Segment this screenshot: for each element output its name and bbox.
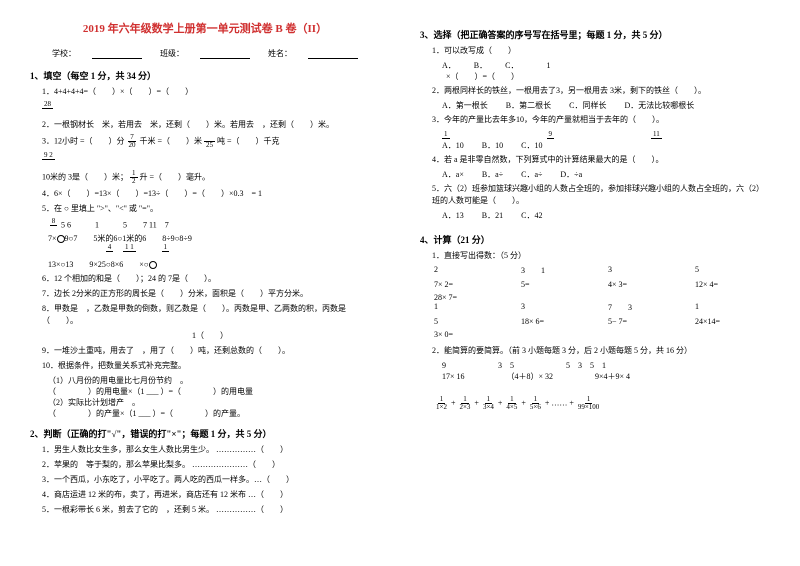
q3-3-opts: A．10B．10C．10 <box>442 140 770 151</box>
q3-1-opts: A．B．C． 1 <box>442 60 770 71</box>
class-blank[interactable] <box>200 49 250 59</box>
g3: 5 <box>695 265 770 276</box>
q1-4a: 10米的 3是（ ）米； <box>42 172 128 181</box>
section-4-heading: 4、计算（21 分） <box>420 233 770 246</box>
q2-2: 2．苹果的 等于梨的，那么苹果比梨多。 …………………（ ） <box>42 459 380 471</box>
q1-11-3: （2）实际比计划增产 。 <box>48 397 380 408</box>
q3-4-opts: A．a×B．a÷C．a÷D．÷a <box>442 169 770 180</box>
frac-1-2: 12 <box>130 170 138 185</box>
q2-5: 5．一根彩带长 6 米，剪去了它的 ，还剩 5 米。 ……………（ ） <box>42 504 380 516</box>
name-label: 姓名： <box>268 48 292 59</box>
q3-5: 5．六（2）班参加篮球兴趣小组的人数占全班的，参加排球兴趣小组的人数占全班的，六… <box>432 183 770 207</box>
g0: 2 <box>434 265 509 276</box>
q3-1: 1．可以改写成（ ） <box>432 45 770 57</box>
big-fraction-sum: 11×2 + 12×3 + 13×4 + 14×5 + 15×6 + …… + … <box>434 396 770 411</box>
q2-3: 3．一个西瓜，小东吃了，小平吃了。两人吃的西瓜一样多。…（ ） <box>42 474 380 486</box>
student-info-line: 学校： 班级： 姓名： <box>30 48 380 59</box>
q1-6-row3: 13×○13 9×25○8×6 ×○ <box>48 259 380 270</box>
q1-5: 4．6×（ ）=13×（ ）=13÷（ ）=（ ）×0.3 = 1 <box>42 188 380 200</box>
q1-6-row2b: 4 1 1 1 <box>48 244 380 259</box>
g9: 1 <box>434 302 509 313</box>
g12: 1 <box>695 302 770 313</box>
g7: 12× 4= <box>695 280 770 289</box>
c2-row2: 17× 16 （4＋8）× 32 9×4＋9× 4 <box>442 371 770 382</box>
class-label: 班级： <box>160 48 184 59</box>
compare-circle-2[interactable] <box>149 261 157 269</box>
q1-11-4: （ ）的产量×（1 ___ ）=（ ）的产量。 <box>48 408 380 419</box>
right-column: 3、选择（把正确答案的序号写在括号里；每题 1 分，共 5 分） 1．可以改写成… <box>420 20 770 519</box>
q1-11: 10．根据条件，把数量关系式补充完整。 <box>42 360 380 372</box>
q1-11-2: （ ）的用电量×（1 ___ ）=（ ）的用电量 <box>48 386 380 397</box>
g2: 3 <box>608 265 683 276</box>
g1: 3 1 <box>521 265 596 276</box>
exam-title: 2019 年六年级数学上册第一单元测试卷 B 卷（II） <box>30 20 380 36</box>
frac-20: 720 <box>127 134 138 149</box>
q1-11-1: （1）八月份的用电量比七月份节约 。 <box>48 375 380 386</box>
q3-5-opts: A．13B．21C．42 <box>442 210 770 221</box>
section-2-heading: 2、判断（正确的打"√"，错误的打"×"；每题 1 分，共 5 分） <box>30 427 380 440</box>
q3-2: 2．两根同样长的铁丝，一根用去了3，另一根用去 3米，剩下的铁丝（ ）。 <box>432 85 770 97</box>
q1-1b: 28 <box>42 101 380 116</box>
q1-6-row2: 7×9○7 5米的6○1米的6 8÷9○8÷9 <box>48 233 380 244</box>
q3-3-opts-n: 1 9 11 <box>442 129 770 140</box>
compare-circle[interactable] <box>57 235 65 243</box>
name-blank[interactable] <box>308 49 358 59</box>
calc-grid-2: 1 3 7 3 1 5 18× 6= 5− 7= 24×14= 3× 0= <box>434 302 770 339</box>
q1-3: 3．12小时 =（ ）分 720 千米 =（ ）米 25 吨 =（ ）千克 <box>42 134 380 149</box>
g10: 3 <box>521 302 596 313</box>
q2-4: 4．商店运进 12 米的布，卖了，再进米，商店还有 12 米布 …（ ） <box>42 489 380 501</box>
q1-3-frac: 9 2 <box>42 152 380 167</box>
q1-9: 8．甲数是 ，乙数是甲数的倒数，则乙数是（ ）。丙数是甲、乙两数的积，丙数是（ … <box>42 303 380 327</box>
g11: 7 3 <box>608 302 683 313</box>
g17: 3× 0= <box>434 330 770 339</box>
g15: 5− 7= <box>608 317 683 326</box>
q1-10: 9．一堆沙土重吨，用去了 ，用了（ ）吨，还剩总数的（ ）。 <box>42 345 380 357</box>
q1-6-row1: 8 5 6 1 5 7 11 7 <box>48 218 380 233</box>
q1-4b: 升 =（ ）毫升。 <box>140 172 211 181</box>
q3-4: 4．若 a 是非零自然数，下列算式中的计算结果最大的是（ ）。 <box>432 154 770 166</box>
q1-3c: 吨 =（ ）千克 <box>217 136 280 145</box>
q1-9b: 1（ ） <box>48 330 380 341</box>
calc-grid: 2 3 1 3 5 7× 2= 5= 4× 3= 12× 4= 28× 7= <box>434 265 770 302</box>
left-column: 2019 年六年级数学上册第一单元测试卷 B 卷（II） 学校： 班级： 姓名：… <box>30 20 380 519</box>
school-blank[interactable] <box>92 49 142 59</box>
q3-2-opts: A．第一根长B．第二根长C．同样长D．无法比较哪根长 <box>442 100 770 111</box>
g4: 7× 2= <box>434 280 509 289</box>
q1-8: 7．边长 2分米的正方形的周长是（ ）分米，面积是（ ）平方分米。 <box>42 288 380 300</box>
q1-3b: 千米 =（ ）米 <box>140 136 203 145</box>
q3-3: 3．今年的产量比去年多10，今年的产量就相当于去年的（ ）。 <box>432 114 770 126</box>
q4-sub1: 1．直接写出得数：（5 分） <box>432 250 770 262</box>
section-3-heading: 3、选择（把正确答案的序号写在括号里；每题 1 分，共 5 分） <box>420 28 770 41</box>
q1-3a: 3．12小时 =（ ）分 <box>42 136 125 145</box>
frac-25: 25 <box>204 134 215 149</box>
q1-2: 2．一根钢材长 米，若用去 米，还剩（ ）米。若用去 ，还剩（ ）米。 <box>42 119 380 131</box>
q2-1: 1．男生人数比女生多，那么女生人数比男生少。 ……………（ ） <box>42 444 380 456</box>
section-1-heading: 1、填空（每空 1 分，共 34 分） <box>30 69 380 82</box>
c2-row1: 9 3 5 5 3 5 1 <box>442 360 770 371</box>
g13: 5 <box>434 317 509 326</box>
g8: 28× 7= <box>434 293 770 302</box>
g5: 5= <box>521 280 596 289</box>
q3-1-extra: ×（ ）=（ ） <box>438 71 770 82</box>
q1-6h: 5．在 ○ 里填上 ">"、"<" 或 "="。 <box>42 203 380 215</box>
g14: 18× 6= <box>521 317 596 326</box>
g16: 24×14= <box>695 317 770 326</box>
q1-1: 1．4+4+4+4=（ ）×（ ）=（ ） <box>42 86 380 98</box>
exam-page: 2019 年六年级数学上册第一单元测试卷 B 卷（II） 学校： 班级： 姓名：… <box>0 0 800 539</box>
q1-4: 10米的 3是（ ）米； 12 升 =（ ）毫升。 <box>42 170 380 185</box>
school-label: 学校： <box>52 48 76 59</box>
q4-sub2: 2．能简算的要简算。（前 3 小题每题 3 分，后 2 小题每题 5 分，共 1… <box>432 345 770 357</box>
q1-7: 6．12 个相加的和是（ ）；24 的 7是（ ）。 <box>42 273 380 285</box>
g6: 4× 3= <box>608 280 683 289</box>
